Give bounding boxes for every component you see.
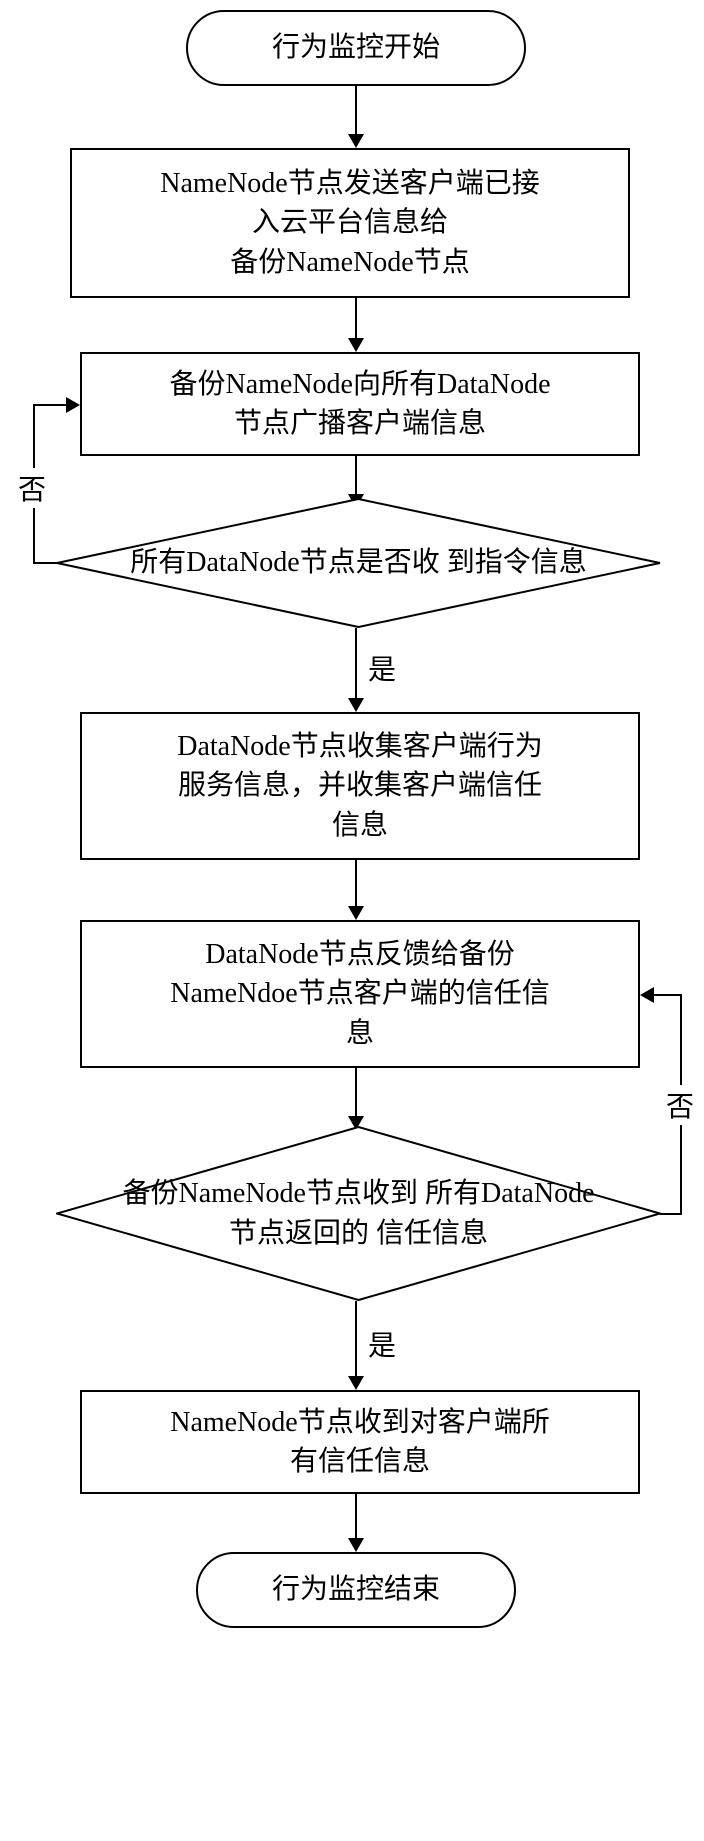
edge-dec1-no-h2 [33,404,66,406]
edge-step4-dec2 [355,1068,357,1116]
node-start-label: 行为监控开始 [272,28,440,67]
edge-step1-step2-head [348,338,364,352]
node-dec2-label: 备份NameNode节点收到 所有DataNode节点返回的 信任信息 [56,1174,661,1252]
edge-start-step1-head [348,134,364,148]
edge-step2-dec1 [355,456,357,494]
edge-step3-step4 [355,860,357,906]
node-step2-label: 备份NameNode向所有DataNode 节点广播客户端信息 [169,365,550,443]
node-dec1: 所有DataNode节点是否收 到指令信息 [56,498,661,628]
edge-step5-end-head [348,1538,364,1552]
edge-dec1-yes-label: 是 [366,648,398,688]
node-step5-label: NameNode节点收到对客户端所 有信任信息 [170,1403,550,1481]
edge-dec2-no-h [660,1213,682,1215]
node-step4-label: DataNode节点反馈给备份 NameNdoe节点客户端的信任信 息 [170,935,550,1053]
edge-dec1-yes-head [348,698,364,712]
node-step1: NameNode节点发送客户端已接 入云平台信息给 备份NameNode节点 [70,148,630,298]
node-step5: NameNode节点收到对客户端所 有信任信息 [80,1390,640,1494]
edge-dec2-yes-head [348,1376,364,1390]
node-step2: 备份NameNode向所有DataNode 节点广播客户端信息 [80,352,640,456]
node-step3: DataNode节点收集客户端行为 服务信息，并收集客户端信任 信息 [80,712,640,860]
node-dec2: 备份NameNode节点收到 所有DataNode节点返回的 信任信息 [56,1126,661,1301]
edge-step5-end [355,1494,357,1538]
edge-dec2-no-head [640,987,654,1003]
edge-dec1-no-label: 否 [16,468,48,508]
node-dec1-label: 所有DataNode节点是否收 到指令信息 [70,543,647,582]
edge-dec2-yes-label: 是 [366,1324,398,1364]
edge-dec1-no-head [66,397,80,413]
node-step1-label: NameNode节点发送客户端已接 入云平台信息给 备份NameNode节点 [160,164,540,282]
node-end: 行为监控结束 [196,1552,516,1628]
edge-start-step1 [355,86,357,134]
edge-dec2-no-label: 否 [664,1085,696,1125]
node-start: 行为监控开始 [186,10,526,86]
flowchart-container: 行为监控开始 NameNode节点发送客户端已接 入云平台信息给 备份NameN… [0,0,704,1841]
node-end-label: 行为监控结束 [272,1570,440,1609]
edge-step3-step4-head [348,906,364,920]
edge-dec2-no-h2 [654,994,682,996]
edge-step1-step2 [355,298,357,338]
edge-dec2-yes [355,1301,357,1376]
node-step3-label: DataNode节点收集客户端行为 服务信息，并收集客户端信任 信息 [177,727,543,845]
edge-dec1-no-h [33,562,57,564]
node-step4: DataNode节点反馈给备份 NameNdoe节点客户端的信任信 息 [80,920,640,1068]
edge-dec1-yes [355,628,357,698]
